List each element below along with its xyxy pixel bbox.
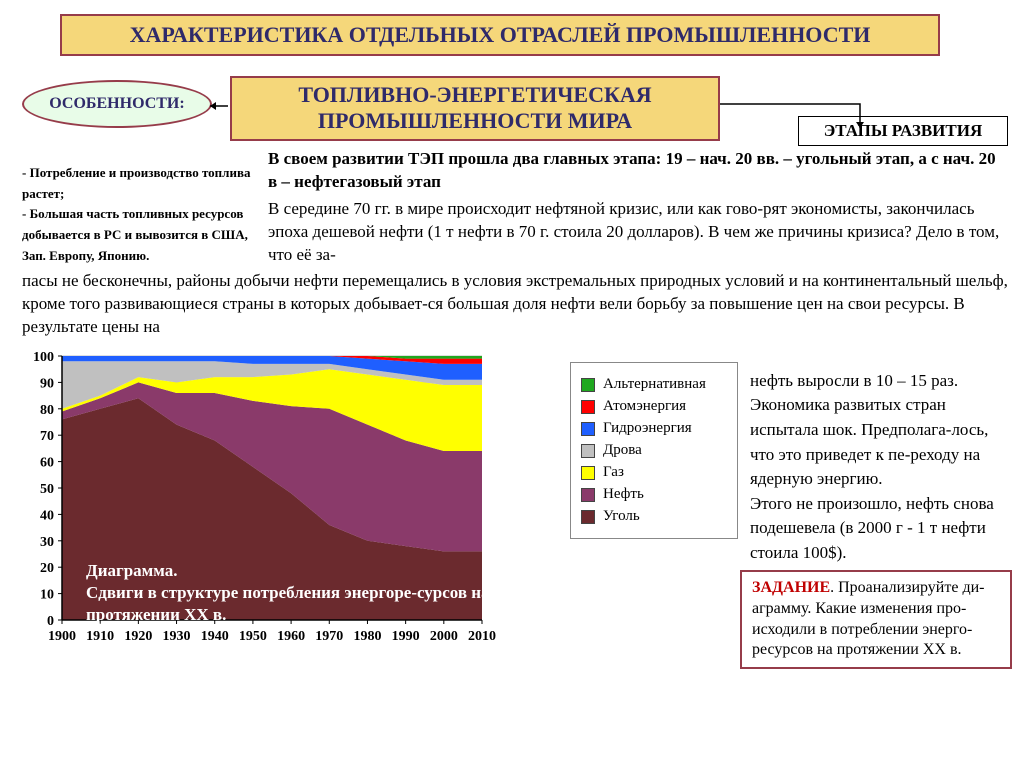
task-label: ЗАДАНИЕ [752,579,830,596]
legend-item: Атомэнергия [581,398,727,415]
legend-item: Гидроэнергия [581,420,727,437]
para-body2: пасы не бесконечны, районы добычи нефти … [22,270,1008,339]
main-banner-text: ХАРАКТЕРИСТИКА ОТДЕЛЬНЫХ ОТРАСЛЕЙ ПРОМЫШ… [130,22,871,47]
legend-label: Атомэнергия [603,398,686,415]
legend-swatch [581,444,595,458]
svg-text:1950: 1950 [239,629,267,644]
legend-label: Гидроэнергия [603,420,692,437]
legend-swatch [581,378,595,392]
chart-overlay-text: Сдвиги в структуре потребления энергоре-… [86,582,506,626]
legend-swatch [581,488,595,502]
chart-legend: Альтернативная Атомэнергия Гидроэнергия … [570,362,738,539]
svg-text:100: 100 [33,350,54,365]
legend-item: Нефть [581,486,727,503]
svg-text:1900: 1900 [48,629,76,644]
svg-text:50: 50 [40,482,54,497]
svg-text:60: 60 [40,456,54,471]
features-text: - Потребление и производство топлива рас… [22,142,252,267]
arrow-right [720,98,870,138]
svg-text:1970: 1970 [315,629,343,644]
task-box: ЗАДАНИЕ. Проанализируйте ди-аграмму. Как… [740,570,1012,669]
legend-item: Дрова [581,442,727,459]
legend-label: Дрова [603,442,642,459]
svg-text:1920: 1920 [124,629,152,644]
legend-swatch [581,422,595,436]
svg-text:0: 0 [47,614,54,629]
svg-text:1940: 1940 [201,629,229,644]
chart-svg: 0 10 20 30 40 50 60 70 80 90 100 1900 1910 1920 1930 19… [18,350,508,676]
legend-item: Уголь [581,508,727,525]
legend-label: Альтернативная [603,376,706,393]
arrow-left [210,98,232,114]
svg-text:2000: 2000 [430,629,458,644]
svg-text:1980: 1980 [353,629,381,644]
svg-text:2010: 2010 [468,629,496,644]
svg-text:70: 70 [40,429,54,444]
legend-swatch [581,400,595,414]
legend-item: Альтернативная [581,376,727,393]
legend-swatch [581,466,595,480]
features-ellipse: ОСОБЕННОСТИ: [22,80,212,128]
legend-label: Уголь [603,508,640,525]
legend-swatch [581,510,595,524]
para-right: нефть выросли в 10 – 15 раз. Экономика р… [750,344,1012,566]
svg-text:80: 80 [40,403,54,418]
svg-text:30: 30 [40,535,54,550]
svg-text:1910: 1910 [86,629,114,644]
para-body1: В середине 70 гг. в мире происходит нефт… [268,198,1008,267]
legend-label: Нефть [603,486,644,503]
svg-text:10: 10 [40,588,54,603]
main-banner: ХАРАКТЕРИСТИКА ОТДЕЛЬНЫХ ОТРАСЛЕЙ ПРОМЫШ… [60,14,940,56]
features-label: ОСОБЕННОСТИ: [49,95,184,113]
para-intro: В своем развитии ТЭП прошла два главных … [268,148,1008,194]
title-box-text: ТОПЛИВНО-ЭНЕРГЕТИЧЕСКАЯ ПРОМЫШЛЕННОСТИ М… [298,82,651,133]
energy-chart: 0 10 20 30 40 50 60 70 80 90 100 1900 1910 1920 1930 19… [18,350,558,710]
svg-text:1930: 1930 [163,629,191,644]
chart-overlay: Диаграмма. Сдвиги в структуре потреблени… [86,560,506,626]
svg-text:90: 90 [40,376,54,391]
svg-text:1960: 1960 [277,629,305,644]
legend-label: Газ [603,464,624,481]
svg-text:1990: 1990 [392,629,420,644]
svg-text:20: 20 [40,561,54,576]
legend-item: Газ [581,464,727,481]
chart-overlay-title: Диаграмма. [86,560,506,582]
svg-text:40: 40 [40,508,54,523]
title-box: ТОПЛИВНО-ЭНЕРГЕТИЧЕСКАЯ ПРОМЫШЛЕННОСТИ М… [230,76,720,141]
